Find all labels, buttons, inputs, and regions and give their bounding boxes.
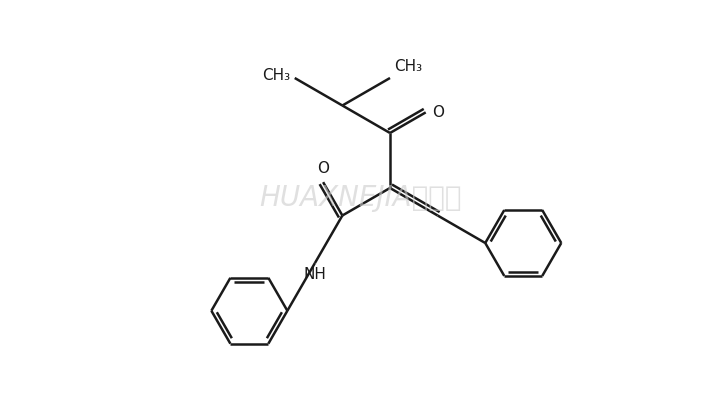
Text: NH: NH — [303, 267, 326, 282]
Text: O: O — [317, 161, 329, 176]
Text: O: O — [432, 105, 444, 120]
Text: CH₃: CH₃ — [394, 59, 422, 74]
Text: HUAXNEJIA化学加: HUAXNEJIA化学加 — [258, 184, 462, 212]
Text: CH₃: CH₃ — [263, 69, 291, 84]
